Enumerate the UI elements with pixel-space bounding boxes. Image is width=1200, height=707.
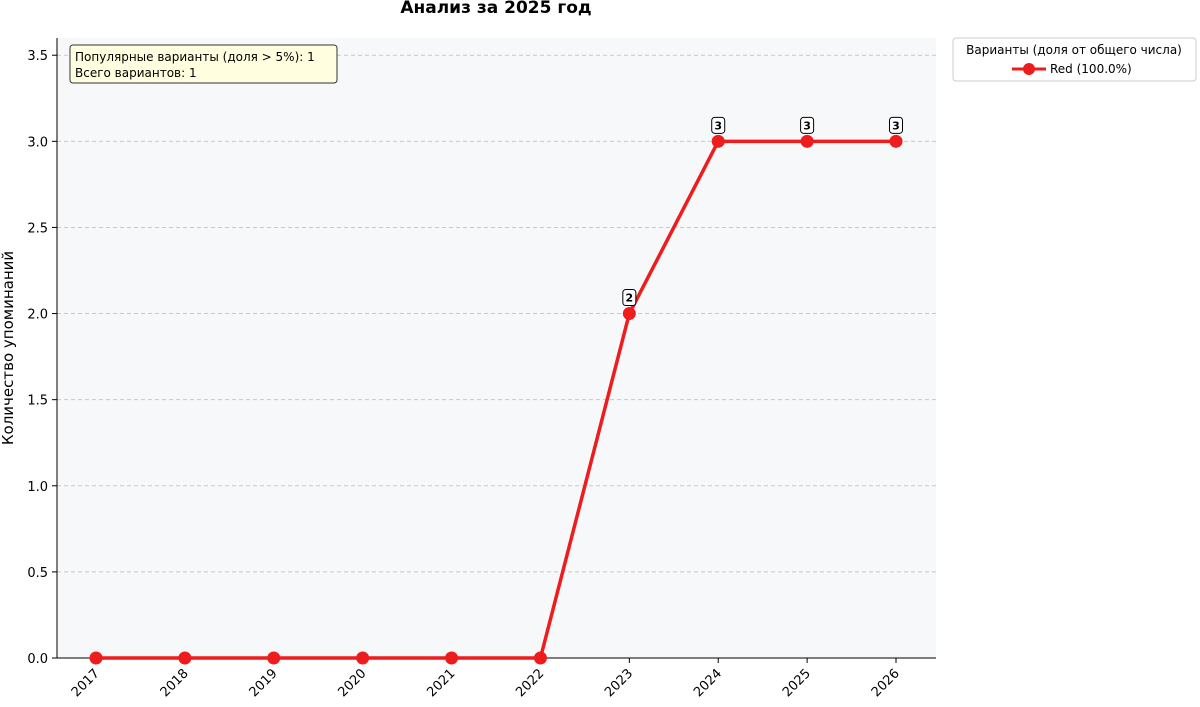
x-tick-label: 2026: [869, 666, 903, 700]
data-point: [356, 651, 370, 665]
x-tick-label: 2020: [335, 666, 369, 700]
x-ticks: 2017 2018 2019 2020 2021 2022 2023 2024 2025 2026: [69, 658, 903, 700]
data-label-box: [889, 116, 903, 134]
info-box-line-2: Всего вариантов: 1: [75, 66, 197, 80]
legend: Варианты (доля от общего числа) Red (100…: [952, 37, 1197, 82]
data-label: 2: [626, 292, 634, 305]
x-tick-label: 2023: [602, 666, 636, 700]
y-tick-label: 0.5: [27, 566, 48, 581]
x-tick-label: 2017: [69, 666, 103, 700]
data-label-box: [622, 289, 637, 307]
chart-title: Анализ за 2025 год: [400, 0, 591, 18]
y-tick-label: 1.0: [27, 480, 48, 495]
info-box-line-1: Популярные варианты (доля > 5%): 1: [75, 50, 315, 64]
legend-entry-red: Red (100.0%): [1050, 62, 1132, 76]
data-label: 3: [892, 119, 900, 132]
data-point: [800, 134, 814, 148]
data-point: [889, 134, 903, 148]
x-tick-label: 2019: [247, 666, 281, 700]
x-tick-label: 2024: [691, 666, 725, 700]
x-tick-label: 2022: [513, 666, 547, 700]
y-ticks: 0.0 0.5 1.0 1.5 2.0 2.5 3.0 3.5: [27, 49, 57, 667]
x-tick-label: 2021: [424, 666, 458, 700]
data-point: [622, 307, 636, 321]
data-point: [178, 651, 192, 665]
data-point: [267, 651, 281, 665]
data-label: 3: [714, 119, 722, 132]
series-line: [96, 139, 896, 660]
y-tick-label: 0.0: [27, 652, 48, 667]
legend-title: Варианты (доля от общего числа): [966, 43, 1182, 57]
y-tick-label: 1.5: [27, 394, 48, 409]
y-tick-label: 2.0: [27, 308, 48, 323]
y-tick-label: 3.0: [27, 135, 48, 150]
y-axis-label: Количество упоминаний: [0, 251, 17, 445]
y-tick-label: 2.5: [27, 221, 48, 236]
data-point: [533, 651, 547, 665]
data-point: [89, 651, 103, 665]
data-label-box: [711, 116, 726, 134]
x-tick-label: 2018: [158, 666, 192, 700]
legend-marker-swatch: [1023, 63, 1035, 75]
data-point: [445, 651, 459, 665]
info-box-frame: [69, 44, 338, 84]
y-tick-label: 3.5: [27, 49, 48, 64]
data-label-box: [800, 116, 815, 134]
data-label: 3: [803, 119, 811, 132]
series-group: [89, 134, 903, 665]
data-labels: 2 3 3 3: [622, 116, 903, 307]
x-tick-label: 2025: [780, 666, 814, 700]
info-box: Популярные варианты (доля > 5%): 1 Всего…: [69, 44, 338, 84]
data-point: [711, 134, 725, 148]
